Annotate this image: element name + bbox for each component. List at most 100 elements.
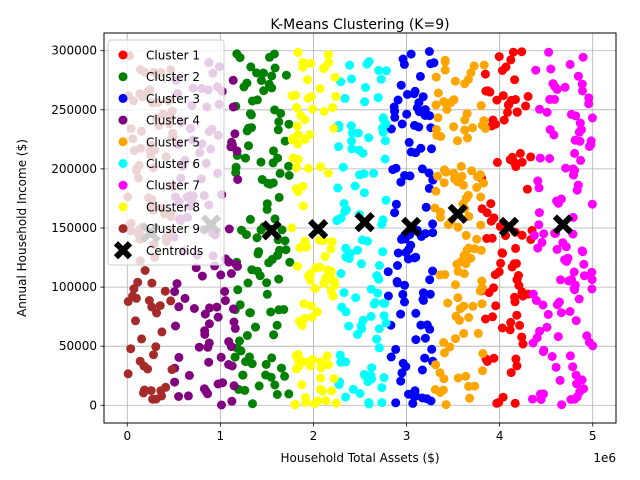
data-point	[224, 257, 234, 267]
data-point	[379, 115, 389, 125]
data-point	[588, 341, 598, 351]
data-point	[205, 303, 214, 313]
data-point	[417, 164, 427, 174]
data-point	[235, 53, 245, 63]
data-point	[340, 207, 350, 216]
x-tick-label: 0	[123, 429, 131, 443]
data-point	[267, 353, 277, 363]
data-point	[329, 374, 339, 383]
data-point	[404, 244, 414, 254]
x-tick-label: 2	[310, 429, 318, 443]
data-point	[331, 398, 341, 408]
data-point	[242, 126, 252, 136]
data-point	[481, 314, 490, 324]
data-point	[496, 258, 506, 268]
data-point	[402, 89, 412, 99]
data-point	[146, 386, 156, 396]
data-point	[553, 332, 563, 342]
data-point	[477, 283, 487, 292]
data-point	[455, 315, 464, 325]
data-point	[341, 392, 351, 402]
y-tick-label: 100000	[51, 280, 97, 294]
data-point	[544, 47, 554, 57]
legend-centroid-marker	[113, 241, 133, 260]
data-point	[538, 347, 548, 357]
y-tick-label: 200000	[51, 162, 97, 176]
legend-box	[107, 39, 225, 266]
data-point	[480, 69, 490, 79]
data-point	[226, 142, 236, 152]
data-point	[587, 275, 597, 285]
data-point	[415, 71, 425, 81]
data-point	[569, 170, 578, 180]
data-point	[573, 71, 583, 81]
data-point	[298, 62, 308, 72]
data-point	[294, 361, 304, 371]
data-point	[171, 321, 180, 331]
data-point	[355, 389, 365, 398]
data-point	[411, 252, 421, 262]
data-point	[277, 363, 286, 373]
data-point	[265, 179, 275, 189]
data-point	[235, 336, 244, 346]
data-point	[572, 392, 582, 402]
data-point	[489, 213, 499, 223]
data-point	[140, 266, 150, 275]
data-point	[441, 167, 451, 177]
data-point	[212, 302, 222, 312]
data-point	[172, 279, 182, 289]
data-point	[379, 373, 389, 383]
data-point	[488, 312, 497, 322]
data-point	[459, 328, 469, 338]
data-point	[534, 183, 544, 193]
data-point	[291, 351, 301, 360]
data-point	[403, 254, 413, 264]
data-point	[139, 386, 149, 396]
data-point	[323, 360, 333, 370]
data-point	[345, 60, 355, 70]
data-point	[357, 324, 367, 334]
data-point	[280, 136, 290, 146]
data-point	[408, 398, 418, 408]
data-point	[534, 220, 544, 230]
data-point	[377, 383, 387, 393]
data-point	[319, 107, 329, 116]
data-point	[295, 243, 305, 253]
data-point	[494, 398, 504, 407]
data-point	[344, 321, 354, 331]
data-point	[396, 309, 406, 319]
data-point	[503, 107, 512, 117]
legend-marker	[118, 137, 128, 147]
data-point	[274, 305, 284, 315]
data-point	[386, 352, 396, 362]
data-point	[367, 363, 377, 373]
data-point	[189, 304, 199, 313]
data-point	[364, 399, 374, 409]
data-point	[292, 103, 302, 113]
data-point	[545, 94, 555, 104]
data-point	[575, 118, 585, 128]
data-point	[288, 153, 298, 163]
data-point	[433, 113, 443, 123]
data-point	[275, 168, 285, 178]
data-point	[228, 304, 238, 314]
data-point	[325, 272, 335, 282]
x-axis-offset-label: 1e6	[593, 451, 616, 465]
data-point	[426, 396, 436, 406]
data-point	[293, 47, 303, 57]
data-point	[148, 394, 158, 404]
data-point	[529, 230, 539, 240]
data-point	[482, 357, 492, 366]
data-point	[157, 327, 167, 337]
centroid-marker	[498, 216, 520, 237]
data-point	[445, 342, 455, 352]
data-point	[469, 61, 479, 71]
centroid-marker	[552, 214, 574, 235]
data-point	[131, 293, 141, 303]
data-point	[477, 276, 487, 286]
data-point	[472, 182, 482, 192]
data-point	[449, 95, 459, 105]
data-point	[377, 398, 387, 408]
data-point	[363, 377, 373, 387]
data-point	[290, 400, 300, 410]
